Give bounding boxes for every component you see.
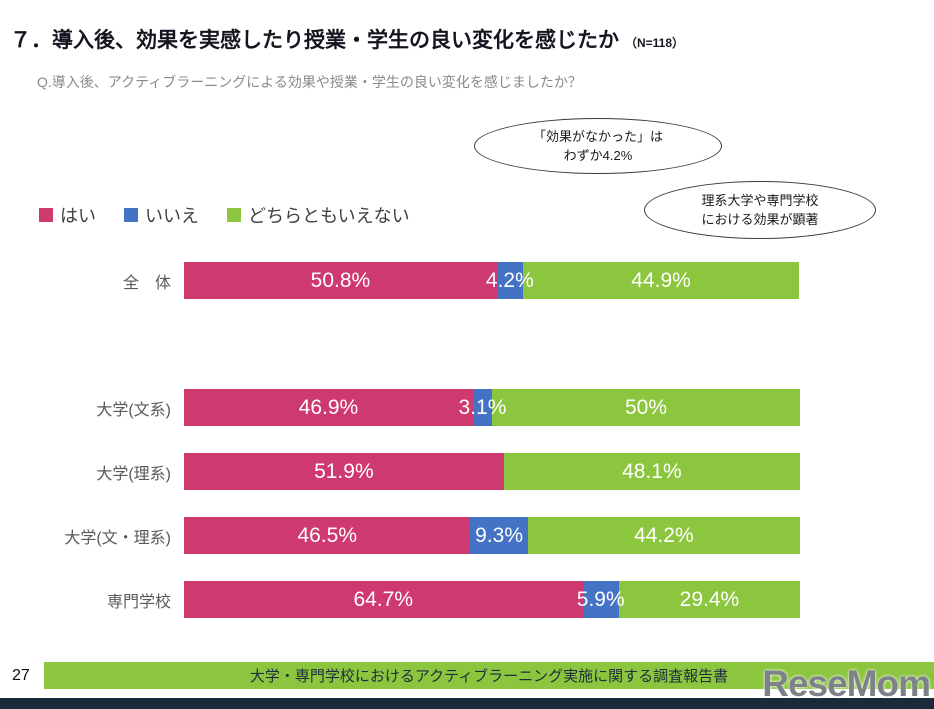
legend-label-no: いいえ xyxy=(145,206,199,226)
value-label: 3.1% xyxy=(458,395,507,419)
bar-segment-yes: 50.8% xyxy=(184,262,497,299)
bar-stack: 46.9% 3.1% 50% xyxy=(184,389,800,426)
bar-segment-yes: 64.7% xyxy=(184,581,583,618)
value-label: 9.3% xyxy=(475,523,524,547)
bar-segment-neither: 48.1% xyxy=(503,453,800,490)
page-title: ７．導入後、効果を実感したり授業・学生の良い変化を感じたか xyxy=(10,29,619,52)
chart-row: 大学(文系) 46.9% 3.1% 50% xyxy=(0,389,812,426)
value-label: 46.9% xyxy=(298,395,359,419)
bar-segment-yes: 46.5% xyxy=(184,517,471,554)
chart-row: 大学(文・理系) 46.5% 9.3% 44.2% xyxy=(0,517,812,554)
question-text: Q.導入後、アクティブラーニングによる効果や授業・学生の良い変化を感じましたか？ xyxy=(37,74,582,90)
category-label: 大学(文系) xyxy=(96,401,171,419)
chart-row: 専門学校 64.7% 5.9% 29.4% xyxy=(0,581,812,618)
callout-no-effect: 「効果がなかった」は わずか4.2% xyxy=(474,118,722,174)
value-label: 51.9% xyxy=(314,459,374,483)
legend-swatch-no-icon xyxy=(124,208,138,222)
footer-report-title: 大学・専門学校におけるアクティブラーニング実施に関する調査報告書 xyxy=(44,662,934,689)
stacked-bar-chart: 全 体 50.8% 4.2% 44.9% 大学(文系) 46.9% 3.1% 50% 大学(理系… xyxy=(0,262,812,645)
legend-item-yes: はい xyxy=(39,202,96,228)
value-label: 4.2% xyxy=(485,268,534,292)
chart-row: 大学(理系) 51.9% 48.1% xyxy=(0,453,812,490)
bar-segment-neither: 29.4% xyxy=(618,581,800,618)
bar-segment-no: 3.1% xyxy=(459,389,506,426)
value-label: 29.4% xyxy=(679,587,740,611)
bar-segment-neither: 44.9% xyxy=(522,262,800,299)
value-label: 48.1% xyxy=(622,459,682,483)
callout-science-schools: 理系大学や専門学校 における効果が顕著 xyxy=(644,181,876,239)
sample-size-label: （N=118） xyxy=(625,36,685,50)
page-number: 27 xyxy=(0,662,44,689)
category-label: 大学(理系) xyxy=(96,465,171,483)
bar-segment-neither: 50% xyxy=(491,389,800,426)
value-label: 46.5% xyxy=(297,523,357,547)
bar-segment-no: 5.9% xyxy=(577,581,625,618)
value-label: 44.9% xyxy=(631,268,691,292)
legend-label-yes: はい xyxy=(60,206,96,226)
bottom-strip xyxy=(0,698,934,709)
footer: 27 大学・専門学校におけるアクティブラーニング実施に関する調査報告書 xyxy=(0,662,934,689)
bar-stack: 46.5% 9.3% 44.2% xyxy=(184,517,800,554)
legend-label-neither: どちらともいえない xyxy=(248,206,410,226)
legend-item-neither: どちらともいえない xyxy=(227,202,410,228)
watermark-logo: ReseMom xyxy=(762,663,931,704)
bar-stack: 50.8% 4.2% 44.9% xyxy=(184,262,800,299)
legend-item-no: いいえ xyxy=(124,202,199,228)
value-label: 50.8% xyxy=(310,268,371,292)
value-label: 44.2% xyxy=(634,523,694,547)
title-row: ７．導入後、効果を実感したり授業・学生の良い変化を感じたか （N=118） xyxy=(10,24,684,54)
legend-swatch-neither-icon xyxy=(227,208,241,222)
legend-swatch-yes-icon xyxy=(39,208,53,222)
bar-segment-yes: 51.9% xyxy=(184,453,504,490)
category-label: 大学(文・理系) xyxy=(64,529,171,547)
bar-segment-no: 9.3% xyxy=(470,517,528,554)
bar-stack: 51.9% 48.1% xyxy=(184,453,800,490)
value-label: 50% xyxy=(624,395,667,419)
value-label: 5.9% xyxy=(576,587,625,611)
category-label: 全 体 xyxy=(122,274,171,292)
bar-segment-neither: 44.2% xyxy=(527,517,800,554)
bar-segment-yes: 46.9% xyxy=(184,389,473,426)
category-label: 専門学校 xyxy=(106,593,171,611)
bar-stack: 64.7% 5.9% 29.4% xyxy=(184,581,800,618)
chart-legend: はい いいえ どちらともいえない xyxy=(39,202,410,228)
chart-row: 全 体 50.8% 4.2% 44.9% xyxy=(0,262,812,299)
value-label: 64.7% xyxy=(353,587,414,611)
bar-segment-no: 4.2% xyxy=(486,262,534,299)
